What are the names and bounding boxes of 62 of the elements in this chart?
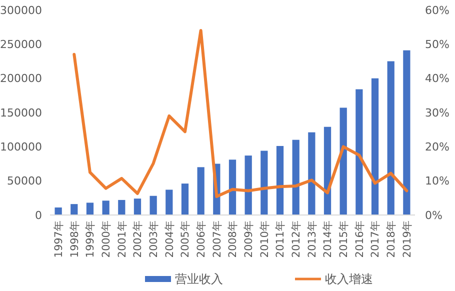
x-tick-label: 2019年 xyxy=(401,220,414,258)
x-tick-label: 2015年 xyxy=(338,220,350,258)
x-tick-label: 2003年 xyxy=(148,220,160,258)
bar xyxy=(308,132,316,215)
y-tick-label: 250000 xyxy=(0,38,42,52)
y-tick-label: 100000 xyxy=(0,140,42,154)
x-tick-label: 2005年 xyxy=(180,220,192,258)
x-tick-label: 2008年 xyxy=(227,220,240,258)
y2-tick-label: 20% xyxy=(425,140,450,154)
x-tick-label: 1997年 xyxy=(52,220,65,258)
x-tick-label: 2017年 xyxy=(370,220,382,258)
bar xyxy=(86,202,94,215)
x-tick-label: 2009年 xyxy=(243,220,256,258)
y-tick-label: 200000 xyxy=(0,72,42,86)
bar xyxy=(244,156,252,215)
x-tick-label: 2007年 xyxy=(211,220,224,258)
y2-tick-label: 60% xyxy=(425,4,450,17)
bar xyxy=(54,207,62,215)
y-tick-label: 300000 xyxy=(0,4,42,17)
bar xyxy=(102,200,110,215)
legend-label: 营业收入 xyxy=(175,272,223,286)
y-tick-label: 0 xyxy=(35,208,42,222)
bar xyxy=(118,200,126,215)
x-tick-label: 2010年 xyxy=(258,220,271,258)
line-series xyxy=(72,29,408,198)
bar xyxy=(356,89,363,215)
bar xyxy=(166,190,173,215)
x-tick-label: 2016年 xyxy=(354,220,366,258)
x-tick-label: 2014年 xyxy=(322,220,334,258)
y-tick-label: 150000 xyxy=(0,106,42,120)
x-tick-label: 2006年 xyxy=(196,220,208,258)
x-tick-label: 2011年 xyxy=(274,220,287,258)
x-tick-label: 2002年 xyxy=(132,220,144,258)
bar xyxy=(276,146,284,215)
y2-tick-label: 0% xyxy=(425,208,442,222)
x-tick-label: 2013年 xyxy=(306,220,318,258)
y2-tick-label: 40% xyxy=(425,72,450,86)
bar xyxy=(340,108,347,215)
bar xyxy=(70,204,78,215)
x-tick-label: 2004年 xyxy=(164,220,176,258)
bar xyxy=(150,196,157,215)
bar xyxy=(134,198,142,215)
bar xyxy=(228,160,236,215)
x-tick-label: 2001年 xyxy=(116,220,128,258)
x-tick-label: 2018年 xyxy=(386,220,398,258)
x-tick-label: 1999年 xyxy=(84,220,97,258)
bar xyxy=(260,150,268,215)
x-tick-label: 2012年 xyxy=(290,220,303,258)
bar xyxy=(197,167,204,215)
bar xyxy=(181,184,189,215)
y2-tick-label: 10% xyxy=(425,174,450,188)
bar xyxy=(324,126,332,215)
bar xyxy=(403,50,410,215)
bar xyxy=(292,140,300,215)
legend-label: 收入增速 xyxy=(325,272,373,286)
x-tick-label: 1998年 xyxy=(68,220,81,258)
y-tick-label: 50000 xyxy=(7,174,42,188)
y2-tick-label: 50% xyxy=(425,38,450,52)
bar xyxy=(371,78,379,215)
bar xyxy=(387,61,394,215)
x-tick-label: 2000年 xyxy=(100,220,112,258)
y2-tick-label: 30% xyxy=(425,106,450,120)
